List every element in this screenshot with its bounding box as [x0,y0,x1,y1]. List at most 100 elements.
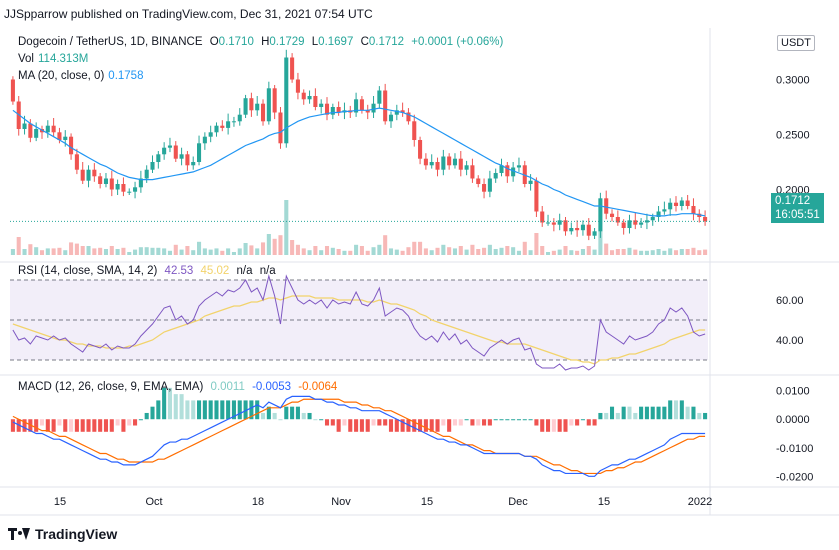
macd-hist-bar [476,419,481,426]
ma-legend[interactable]: MA (20, close, 0) 0.1758 [18,70,147,82]
volume-bar [57,247,62,255]
macd-hist-bar [679,400,684,420]
rsi-na-2: n/a [259,265,276,277]
macd-hist-bar [359,419,364,432]
volume-bar [493,249,498,255]
volume-bar [673,250,679,255]
candle-body [528,180,533,184]
macd-hist-bar [144,412,149,420]
candle-body [609,213,615,217]
ma-line [10,107,710,222]
volume-bar [679,249,684,255]
ohlc-open-label: O [209,36,219,48]
volume-bar [662,250,667,255]
author-name[interactable]: JJSpparrow [4,7,68,21]
rsi-ma-line [12,295,706,365]
volume-bar [121,247,126,255]
volume-bar [691,247,696,255]
macd-hist-bar [429,419,434,432]
macd-hist-bar [34,419,39,432]
macd-hist-bar [400,419,405,432]
currency-selector[interactable]: USDT [777,35,815,51]
volume-bar [575,250,580,255]
macd-hist-bar [388,419,394,432]
macd-hist-bar [243,400,248,420]
tradingview-brand[interactable]: TradingView [8,526,117,542]
macd-hist-bar [458,419,463,426]
time-tick-label: 2022 [688,496,712,508]
candle-body [354,99,359,113]
volume-bar [522,241,527,255]
volume-bar [243,243,248,255]
volume-bar [109,246,114,255]
publish-info: published on TradingView.com, Dec 31, 20… [70,7,373,21]
macd-hist-bar [284,406,289,420]
macd-hist-bar [673,400,679,420]
macd-hist-bar [412,419,417,432]
volume-bar [569,250,574,255]
candle-body [575,228,580,231]
volume-bar [295,244,300,255]
candle-body [604,198,609,214]
volume-bar [604,243,609,255]
volume-legend[interactable]: Vol 114.313M [18,53,92,65]
symbol-title[interactable]: Dogecoin / TetherUS, 1D, BINANCE [18,36,203,48]
volume-bar [534,233,539,255]
candle-body [464,165,469,170]
macd-hist-bar [365,419,370,432]
candle-body [51,125,56,133]
candle-body [487,178,492,192]
macd-hist-bar [191,400,196,420]
candle-body [115,184,120,190]
rsi-legend[interactable]: RSI (14, close, SMA, 14, 2) 42.53 45.02 … [18,265,280,277]
macd-hist-bar [511,419,516,421]
candle-body [28,123,33,138]
volume-bar [278,235,283,255]
volume-label: Vol [18,53,34,65]
candle-body [505,165,510,177]
macd-hist-bar [324,419,330,426]
macd-hist-bar [127,419,132,426]
macd-hist-bar [51,419,56,432]
candle-body [441,156,446,170]
volume-bar [10,249,15,255]
volume-bar [377,244,382,255]
volume-bars [10,200,708,255]
candle-body [435,162,440,170]
volume-bar [354,244,359,255]
macd-hist-bar [348,419,353,432]
volume-bar [266,234,271,255]
candle-body [371,103,376,113]
candle-body [388,114,394,122]
macd-value: -0.0053 [252,381,292,393]
candle-body [493,173,498,179]
candle-body [307,96,312,100]
candle-body [133,187,138,192]
candle-body [57,132,62,140]
macd-hist-bar [173,394,178,420]
macd-hist-bar [499,419,504,421]
candle-body [429,162,434,166]
macd-hist-bar [74,419,79,432]
candle-body [86,169,91,181]
macd-hist-bar [557,419,562,432]
ohlc-low: 0.1697 [318,36,354,48]
last-price-tag: 0.1712 16:05:51 [771,193,824,223]
candle-body [144,169,149,179]
bar-countdown: 16:05:51 [775,209,820,221]
volume-bar [470,244,475,255]
macd-hist-bar [516,419,521,421]
macd-legend[interactable]: MACD (12, 26, close, 9, EMA, EMA) 0.0011… [18,381,341,393]
volume-bar [156,247,161,255]
volume-bar [63,250,68,255]
macd-hist-bar [650,406,655,420]
candle-body [569,228,574,232]
candle-body [319,103,324,107]
volume-bar [313,246,318,255]
volume-bar [627,247,632,255]
volume-bar [685,249,690,255]
volume-bar [359,246,364,255]
volume-bar [406,247,411,255]
macd-hist-bar [609,406,615,420]
